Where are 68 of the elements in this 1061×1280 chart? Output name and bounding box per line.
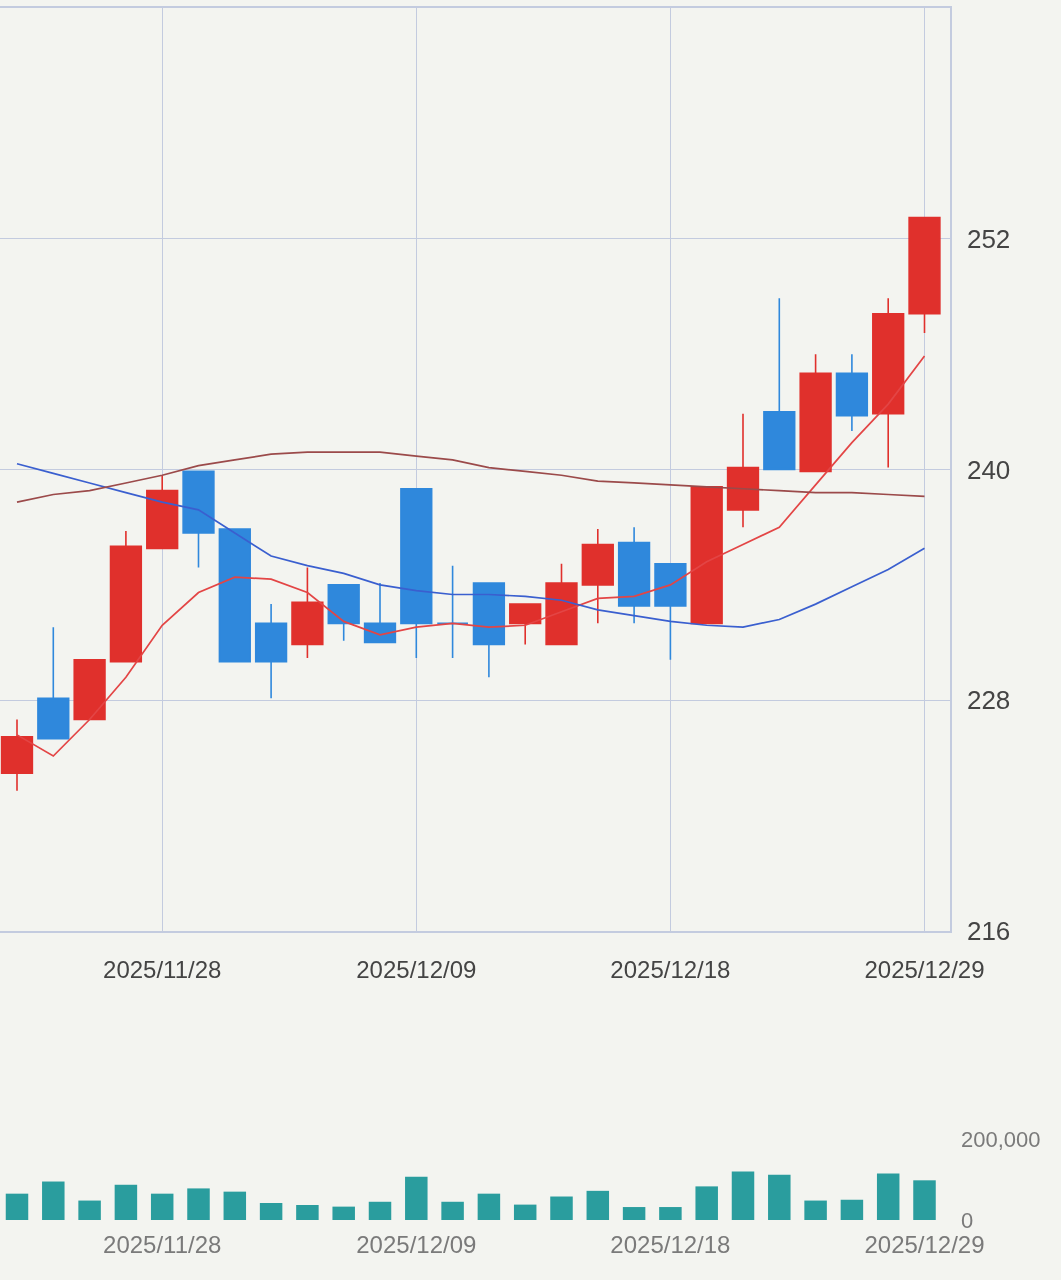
line-series (16, 462, 926, 629)
bar (840, 1199, 864, 1220)
candlestick (400, 487, 433, 659)
candlestick (908, 216, 941, 334)
bar (913, 1180, 936, 1220)
candlestick (218, 528, 251, 663)
candlestick (291, 566, 324, 659)
bar (695, 1186, 718, 1220)
candlestick (73, 659, 106, 721)
bar (332, 1206, 355, 1220)
bar (223, 1191, 247, 1220)
bar (731, 1171, 755, 1220)
bar (622, 1207, 646, 1220)
bar (368, 1201, 392, 1220)
candlestick (654, 562, 687, 661)
candlestick (509, 603, 542, 646)
bar (804, 1200, 827, 1220)
candlestick (690, 486, 723, 625)
bar (550, 1196, 573, 1220)
x-tick-label: 2025/12/29 (864, 1231, 985, 1258)
y-tick-label: 252 (966, 223, 1011, 254)
bar (150, 1193, 174, 1220)
line-series (16, 451, 926, 504)
y-tick-label: 216 (966, 916, 1011, 947)
bar (768, 1174, 791, 1220)
y-tick-label: 0 (961, 1207, 974, 1233)
candlestick (872, 297, 905, 469)
x-tick-label: 2025/11/28 (103, 1231, 222, 1258)
bar (187, 1188, 210, 1220)
candlestick (146, 474, 179, 550)
candlestick (581, 528, 614, 625)
candlestick (726, 412, 760, 528)
bar (78, 1200, 101, 1220)
bar (5, 1193, 29, 1220)
candlestick (0, 718, 34, 792)
x-tick-label: 2025/12/18 (610, 1231, 731, 1258)
candlestick (617, 526, 651, 625)
candlestick (363, 582, 397, 644)
bar (659, 1207, 682, 1220)
candlestick (254, 603, 288, 700)
candlestick (327, 584, 360, 642)
bar (296, 1205, 319, 1220)
y-tick-label: 228 (966, 685, 1011, 716)
candlestick (109, 530, 143, 663)
candlestick (182, 470, 215, 569)
bar (259, 1202, 283, 1220)
x-tick-label: 2025/12/29 (864, 955, 985, 983)
x-tick-label: 2025/12/09 (356, 1231, 477, 1258)
bar (586, 1190, 610, 1220)
candlestick (763, 297, 796, 471)
bar (42, 1181, 65, 1220)
bar (441, 1201, 464, 1220)
x-tick-label: 2025/11/28 (103, 955, 222, 983)
candlestick (545, 562, 578, 646)
bar (513, 1204, 537, 1220)
candlestick (835, 353, 869, 432)
candlestick (37, 626, 70, 740)
candlestick (472, 582, 506, 678)
y-tick-label: 200,000 (961, 1126, 1041, 1152)
x-tick-label: 2025/12/18 (610, 955, 731, 983)
bar (114, 1184, 138, 1220)
y-tick-label: 240 (966, 454, 1011, 485)
bar (477, 1193, 501, 1220)
candlestick (799, 353, 832, 473)
x-tick-label: 2025/12/09 (356, 955, 477, 983)
line-series (16, 355, 926, 757)
bar (876, 1173, 900, 1220)
bar (405, 1176, 428, 1220)
